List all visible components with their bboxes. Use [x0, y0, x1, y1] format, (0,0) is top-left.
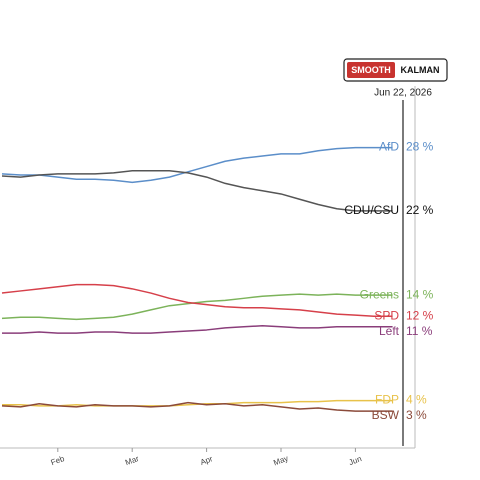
series-line — [1, 401, 393, 412]
kalman-label: KALMAN — [401, 65, 440, 75]
smooth-button[interactable]: SMOOTH — [347, 62, 395, 78]
end-value-label: 11 % — [406, 324, 433, 338]
cursor-date: Jun 22, 2026 — [374, 88, 432, 99]
x-tick-label: Apr — [199, 454, 214, 467]
series-line — [1, 170, 393, 212]
series-name: CDU/CSU — [344, 203, 399, 217]
series-line — [1, 146, 393, 184]
series-name: FDP — [375, 393, 399, 407]
end-value-label: 14 % — [406, 287, 434, 301]
series-name: AfD — [379, 140, 399, 154]
smooth-label: SMOOTH — [351, 65, 391, 75]
series-name: SPD — [374, 308, 399, 322]
kalman-button[interactable]: KALMAN — [397, 62, 444, 78]
x-tick-label: Feb — [50, 454, 67, 467]
series-line — [1, 283, 393, 317]
series-name: Left — [379, 324, 400, 338]
x-tick-label: May — [272, 454, 289, 468]
smooth-button-bg — [347, 62, 395, 78]
end-value-label: 4 % — [406, 393, 427, 407]
series-line — [1, 293, 393, 321]
end-value-label: 3 % — [406, 408, 427, 422]
series-name: BSW — [372, 408, 400, 422]
x-tick-label: Jun — [348, 454, 363, 467]
series-name: Greens — [360, 287, 399, 301]
series-line — [2, 324, 393, 334]
end-value-label: 12 % — [406, 308, 434, 322]
end-value-label: 28 % — [406, 140, 434, 154]
x-tick-label: Mar — [124, 454, 140, 467]
end-value-label: 22 % — [406, 203, 434, 217]
